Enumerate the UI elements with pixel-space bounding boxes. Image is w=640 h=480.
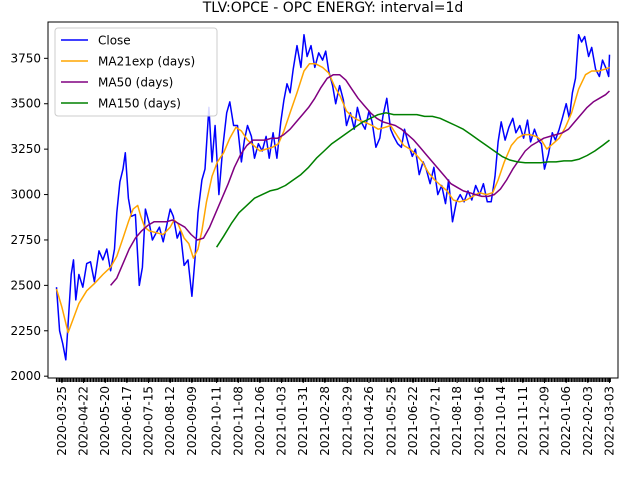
x-tick-label-13: 2021-03-29 xyxy=(340,386,354,456)
x-tick-label-3: 2020-06-17 xyxy=(120,386,134,456)
x-tick-label-7: 2020-10-11 xyxy=(210,386,224,456)
x-tick-label-5: 2020-08-12 xyxy=(163,386,177,456)
chart-title: TLV:OPCE - OPC ENERGY: interval=1d xyxy=(202,0,464,16)
legend-label-2: MA50 (days) xyxy=(98,76,173,90)
x-tick-label-22: 2021-12-09 xyxy=(538,386,552,456)
x-tick-label-1: 2020-04-22 xyxy=(77,386,91,456)
x-minor-ticks xyxy=(57,378,611,382)
legend-label-3: MA150 (days) xyxy=(98,97,181,111)
legend: Close MA21exp (days) MA50 (days) MA150 (day… xyxy=(55,28,217,116)
legend-label-0: Close xyxy=(98,34,131,48)
y-tick-label-7: 3750 xyxy=(10,51,41,65)
x-tick-label-16: 2021-06-22 xyxy=(406,386,420,456)
y-tick-label-0: 2000 xyxy=(10,369,41,383)
legend-label-1: MA21exp (days) xyxy=(98,55,195,69)
x-tick-label-8: 2020-11-08 xyxy=(231,386,245,456)
x-tick-label-11: 2021-01-31 xyxy=(296,386,310,456)
x-tick-label-10: 2021-01-03 xyxy=(275,386,289,456)
x-tick-label-12: 2021-02-28 xyxy=(318,386,332,456)
x-tick-label-6: 2020-09-09 xyxy=(185,386,199,456)
x-tick-label-21: 2021-11-11 xyxy=(516,386,530,456)
x-tick-label-24: 2022-02-03 xyxy=(581,386,595,456)
x-tick-label-18: 2021-08-18 xyxy=(450,386,464,456)
y-tick-label-5: 3250 xyxy=(10,142,41,156)
y-tick-label-2: 2500 xyxy=(10,278,41,292)
x-tick-label-19: 2021-09-16 xyxy=(473,386,487,456)
x-tick-label-9: 2020-12-06 xyxy=(253,386,267,456)
x-tick-label-0: 2020-03-25 xyxy=(55,386,69,456)
y-tick-label-4: 3000 xyxy=(10,188,41,202)
x-tick-label-20: 2021-10-14 xyxy=(494,386,508,456)
x-tick-label-23: 2022-01-06 xyxy=(559,386,573,456)
y-tick-label-6: 3500 xyxy=(10,97,41,111)
x-tick-label-15: 2021-05-25 xyxy=(384,386,398,456)
y-tick-label-3: 2750 xyxy=(10,233,41,247)
x-tick-label-14: 2021-04-26 xyxy=(362,386,376,456)
x-tick-label-2: 2020-05-20 xyxy=(98,386,112,456)
x-tick-label-25: 2022-03-03 xyxy=(603,386,617,456)
y-tick-label-1: 2250 xyxy=(10,324,41,338)
x-tick-label-17: 2021-07-21 xyxy=(429,386,443,456)
x-tick-label-4: 2020-07-15 xyxy=(142,386,156,456)
